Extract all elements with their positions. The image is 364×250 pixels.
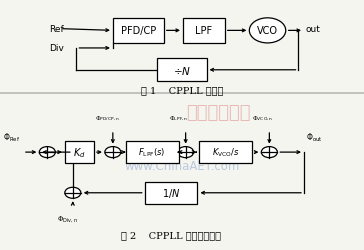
Text: $\Phi_{\rm VCO,n}$: $\Phi_{\rm VCO,n}$ — [252, 114, 273, 122]
Text: 图 1    CPPLL 结构图: 图 1 CPPLL 结构图 — [141, 86, 223, 94]
Text: $1/N$: $1/N$ — [162, 186, 180, 200]
Bar — [158, 59, 207, 82]
Bar — [199, 142, 252, 164]
Circle shape — [261, 147, 277, 158]
Text: Ref: Ref — [49, 25, 64, 34]
Text: VCO: VCO — [257, 26, 278, 36]
Text: www.ChinaAET.com: www.ChinaAET.com — [124, 160, 240, 173]
Text: out: out — [306, 25, 321, 34]
Text: $\Phi_{\rm Div,n}$: $\Phi_{\rm Div,n}$ — [57, 213, 78, 223]
Bar — [183, 19, 225, 44]
Circle shape — [105, 147, 121, 158]
Bar — [145, 182, 198, 204]
Text: $K_d$: $K_d$ — [73, 146, 86, 159]
Text: PFD/CP: PFD/CP — [121, 26, 156, 36]
Text: 图 2    CPPLL 相位噪声模型: 图 2 CPPLL 相位噪声模型 — [121, 230, 221, 239]
Text: $\Phi_{\rm out}$: $\Phi_{\rm out}$ — [306, 131, 323, 144]
Text: $\Phi_{\rm Ref}$: $\Phi_{\rm Ref}$ — [3, 131, 20, 144]
Circle shape — [65, 188, 81, 198]
Text: $\Phi_{\rm PD/CP,n}$: $\Phi_{\rm PD/CP,n}$ — [95, 114, 120, 122]
Text: Div: Div — [49, 44, 64, 53]
Text: LPF: LPF — [195, 26, 213, 36]
Bar — [65, 142, 94, 164]
Circle shape — [39, 147, 55, 158]
Text: $\div N$: $\div N$ — [173, 64, 191, 76]
Circle shape — [178, 147, 194, 158]
Circle shape — [249, 19, 286, 44]
Text: $K_{\rm VCO}/s$: $K_{\rm VCO}/s$ — [212, 146, 240, 159]
Bar — [113, 19, 164, 44]
Text: 电子技术应用: 电子技术应用 — [186, 104, 251, 122]
Bar — [126, 142, 178, 164]
Text: $\Phi_{\rm LPF,n}$: $\Phi_{\rm LPF,n}$ — [169, 114, 188, 122]
Text: $F_{\rm LPF}(s)$: $F_{\rm LPF}(s)$ — [138, 146, 166, 159]
